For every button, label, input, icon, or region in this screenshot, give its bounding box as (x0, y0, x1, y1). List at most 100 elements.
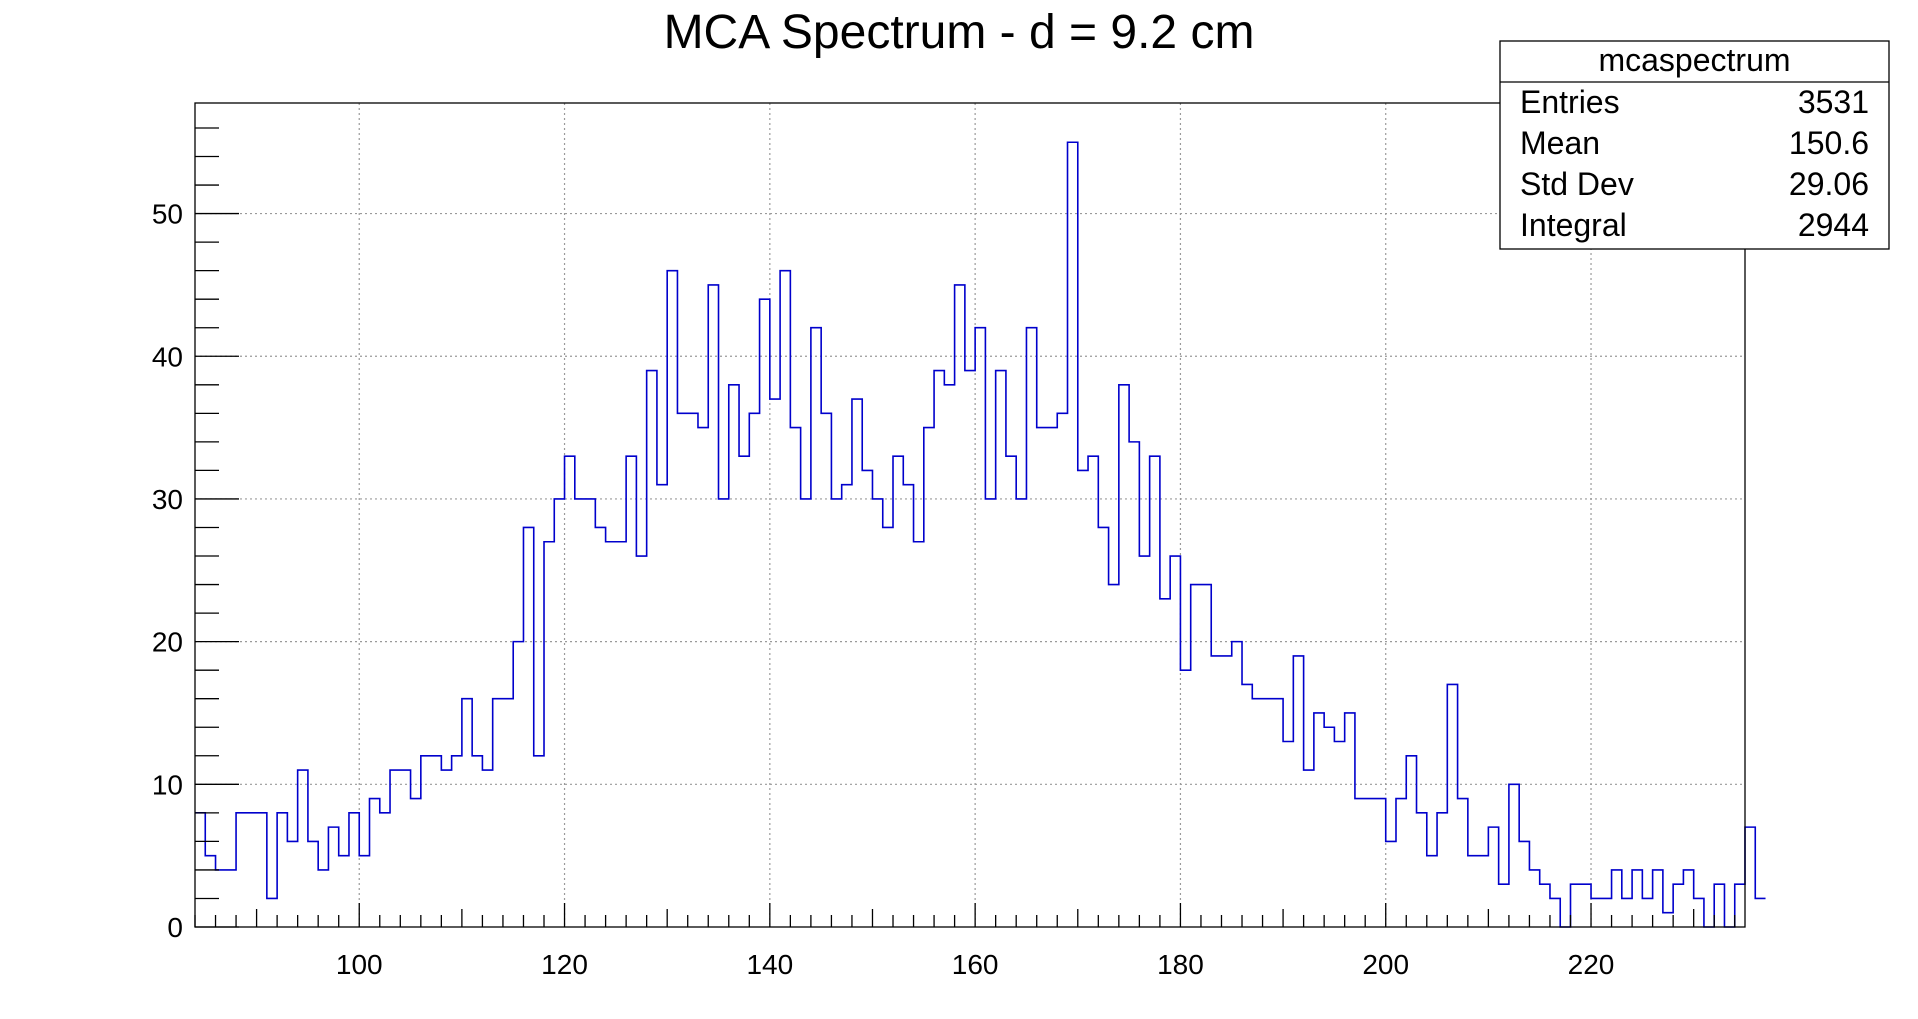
histogram-bin (667, 271, 677, 927)
histogram-bin (1098, 527, 1108, 927)
histogram-bin (1694, 898, 1704, 927)
histogram-bin (1663, 913, 1673, 927)
histogram-bin (1427, 856, 1437, 927)
histogram-bin (1375, 799, 1385, 927)
histogram-bin (657, 485, 667, 927)
histogram-bin (914, 542, 924, 927)
histogram-bin (1283, 742, 1293, 927)
histogram-bin (513, 642, 523, 927)
histogram-bin (1499, 884, 1509, 927)
histogram-bin (1632, 870, 1642, 927)
histogram-bin (975, 328, 985, 927)
y-tick-label: 40 (152, 341, 183, 372)
histogram-bin (1324, 727, 1334, 927)
histogram-bin (1673, 884, 1683, 927)
histogram-bin (1232, 642, 1242, 927)
histogram-bin (636, 556, 646, 927)
histogram-bin (1365, 799, 1375, 927)
y-tick-label: 50 (152, 199, 183, 230)
histogram-bin (1458, 799, 1468, 927)
histogram-bin (1519, 841, 1529, 927)
histogram-bin (739, 456, 749, 927)
histogram-bin (328, 827, 338, 927)
histogram-bin (1119, 385, 1129, 927)
histogram-bin (575, 499, 585, 927)
histogram-bin (1755, 898, 1765, 927)
y-tick-label: 30 (152, 484, 183, 515)
x-tick-label: 160 (952, 949, 999, 980)
histogram-bin (1088, 456, 1098, 927)
histogram-bin (452, 756, 462, 927)
histogram-bin (1396, 799, 1406, 927)
histogram-bin (544, 542, 554, 927)
histogram-bin (719, 499, 729, 927)
y-tick-label: 0 (167, 912, 183, 943)
histogram-bin (359, 856, 369, 927)
plot-frame (194, 102, 1746, 928)
histogram-bin (1447, 684, 1457, 927)
histogram-bin (1468, 856, 1478, 927)
histogram-bin (729, 385, 739, 927)
histogram-bin (1529, 870, 1539, 927)
histogram-bin (370, 799, 380, 927)
histogram-bin (790, 428, 800, 927)
histogram-bin (400, 770, 410, 927)
histogram-bin (1437, 813, 1447, 927)
axes: 100 120 140 160 180 200 220 0 10 20 30 40 50 (152, 102, 1746, 980)
histogram-bin (1653, 870, 1663, 927)
histogram-bin (883, 527, 893, 927)
histogram-bin (893, 456, 903, 927)
stats-box: mcaspectrum Entries 3531 Mean 150.6 Std Dev 29… (1499, 40, 1890, 250)
x-tick-label: 180 (1157, 949, 1204, 980)
histogram-bin (1211, 656, 1221, 927)
histogram-bin (1304, 770, 1314, 927)
histogram-bin (554, 499, 564, 927)
histogram-bin (441, 770, 451, 927)
x-tick-label: 140 (746, 949, 793, 980)
histogram-bin (1612, 870, 1622, 927)
histogram-bin (1180, 670, 1190, 927)
histogram-bin (944, 385, 954, 927)
histogram-bin (236, 813, 246, 927)
histogram-bin (1109, 585, 1119, 927)
histogram-bin (565, 456, 575, 927)
histogram-bin (534, 756, 544, 927)
histogram-bin (903, 485, 913, 927)
histogram-bin (831, 499, 841, 927)
histogram-bin (349, 813, 359, 927)
histogram-bin (585, 499, 595, 927)
histogram-bin (1201, 585, 1211, 927)
histogram-bin (431, 756, 441, 927)
histogram-bin (1047, 428, 1057, 927)
histogram-bin (472, 756, 482, 927)
x-tick-label: 120 (541, 949, 588, 980)
histogram-bin (842, 485, 852, 927)
histogram-bin (421, 756, 431, 927)
histogram-bin (955, 285, 965, 927)
histogram-bin (749, 413, 759, 927)
histogram-bin (626, 456, 636, 927)
chart-title: MCA Spectrum - d = 9.2 cm (664, 6, 1255, 59)
histogram-bin (1581, 884, 1591, 927)
histogram-bin (1478, 856, 1488, 927)
histogram-bin (1252, 699, 1262, 927)
histogram-bin (1735, 884, 1745, 927)
histogram-bin (205, 856, 215, 927)
histogram-bin (1273, 699, 1283, 927)
histogram-bin (267, 898, 277, 927)
stats-row-label: Integral (1520, 207, 1627, 243)
histogram-bin (872, 499, 882, 927)
histogram-bin (257, 813, 267, 927)
histogram-bin (1334, 742, 1344, 927)
stats-row-label: Mean (1520, 125, 1600, 161)
histogram-bin (1488, 827, 1498, 927)
histogram-bin (852, 399, 862, 927)
stats-row-value: 3531 (1798, 84, 1869, 120)
x-tick-label: 200 (1362, 949, 1409, 980)
x-tick-label: 220 (1568, 949, 1615, 980)
histogram-bin (965, 371, 975, 927)
histogram-bin (1355, 799, 1365, 927)
histogram-bin (523, 527, 533, 927)
histogram-bin (1293, 656, 1303, 927)
histogram-bin (411, 799, 421, 927)
